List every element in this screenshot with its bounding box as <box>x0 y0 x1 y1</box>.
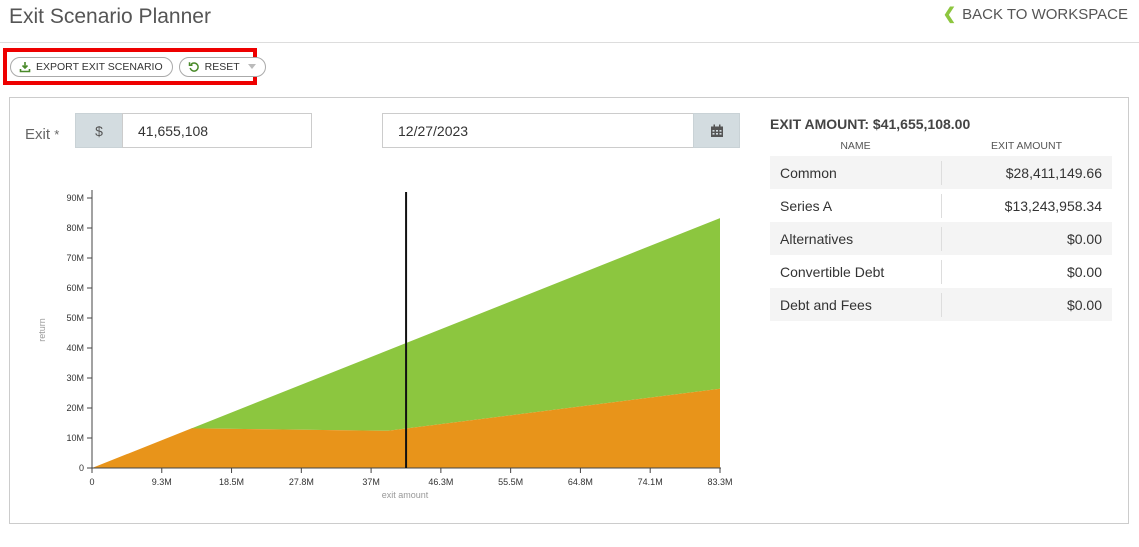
table-row: Debt and Fees $0.00 <box>770 288 1112 321</box>
x-tick-label: 64.8M <box>568 477 593 487</box>
header-divider <box>0 42 1139 43</box>
calendar-button[interactable] <box>693 113 740 148</box>
row-name: Alternatives <box>770 226 942 251</box>
x-tick-label: 55.5M <box>498 477 523 487</box>
caret-down-icon <box>247 64 256 69</box>
reset-label: RESET <box>204 60 240 73</box>
y-tick-label: 0 <box>79 463 84 473</box>
exit-summary: EXIT AMOUNT: $41,655,108.00 NAME EXIT AM… <box>770 116 1112 321</box>
table-row: Alternatives $0.00 <box>770 222 1112 255</box>
x-tick-label: 74.1M <box>638 477 663 487</box>
y-tick-label: 60M <box>66 283 84 293</box>
row-name: Debt and Fees <box>770 292 942 317</box>
exit-label: Exit * <box>25 126 60 143</box>
table-row: Common $28,411,149.66 <box>770 156 1112 189</box>
row-name: Series A <box>770 193 942 218</box>
y-tick-label: 90M <box>66 193 84 203</box>
export-exit-scenario-button[interactable]: EXPORT EXIT SCENARIO <box>10 56 173 77</box>
exit-amount-title: EXIT AMOUNT: $41,655,108.00 <box>770 116 971 132</box>
required-mark: * <box>54 127 60 142</box>
currency-addon: $ <box>75 113 123 148</box>
x-tick-label: 37M <box>362 477 380 487</box>
reset-button[interactable]: RESET <box>178 56 266 77</box>
exit-return-chart: 0 9.3M 18.5M 27.8M 37M 46.3M 55.5M 64.8M 74.1M 83… <box>37 190 733 500</box>
planner-panel <box>9 97 1129 524</box>
row-amount: $0.00 <box>1066 230 1102 247</box>
back-label: BACK TO WORKSPACE <box>962 5 1128 23</box>
y-tick-label: 10M <box>66 433 84 443</box>
y-tick-label: 20M <box>66 403 84 413</box>
undo-icon <box>188 61 199 72</box>
y-tick-label: 40M <box>66 343 84 353</box>
x-tick-label: 18.5M <box>219 477 244 487</box>
chevron-left-icon: ❮ <box>942 6 957 23</box>
x-tick-label: 83.3M <box>707 477 732 487</box>
row-amount: $13,243,958.34 <box>1004 197 1102 214</box>
table-row: Convertible Debt $0.00 <box>770 255 1112 288</box>
x-tick-label: 0 <box>89 477 94 487</box>
y-tick-label: 70M <box>66 253 84 263</box>
y-tick-label: 30M <box>66 373 84 383</box>
y-axis-label: return <box>37 318 47 342</box>
exit-date-input[interactable] <box>382 113 694 148</box>
summary-header: NAME EXIT AMOUNT <box>770 140 1112 156</box>
col-name: NAME <box>840 140 871 152</box>
page-title: Exit Scenario Planner <box>9 5 211 28</box>
x-tick-label: 9.3M <box>152 477 172 487</box>
exit-amount-input[interactable] <box>122 113 312 148</box>
export-label: EXPORT EXIT SCENARIO <box>36 60 163 73</box>
row-amount: $28,411,149.66 <box>1005 164 1102 181</box>
x-tick-label: 46.3M <box>428 477 453 487</box>
row-amount: $0.00 <box>1066 296 1102 313</box>
row-name: Common <box>770 160 942 185</box>
y-tick-label: 50M <box>66 313 84 323</box>
toolbar-highlight: EXPORT EXIT SCENARIO RESET <box>3 48 266 85</box>
y-tick-label: 80M <box>66 223 84 233</box>
back-to-workspace-link[interactable]: ❮ BACK TO WORKSPACE <box>943 4 1128 24</box>
table-row: Series A $13,243,958.34 <box>770 189 1112 222</box>
x-tick-label: 27.8M <box>289 477 314 487</box>
x-axis-label: exit amount <box>382 490 429 500</box>
download-icon <box>19 61 31 72</box>
row-name: Convertible Debt <box>770 259 942 284</box>
row-amount: $0.00 <box>1066 263 1102 280</box>
calendar-icon <box>710 124 723 137</box>
col-exit-amount: EXIT AMOUNT <box>991 140 1062 152</box>
area-series-a-return <box>92 388 720 468</box>
